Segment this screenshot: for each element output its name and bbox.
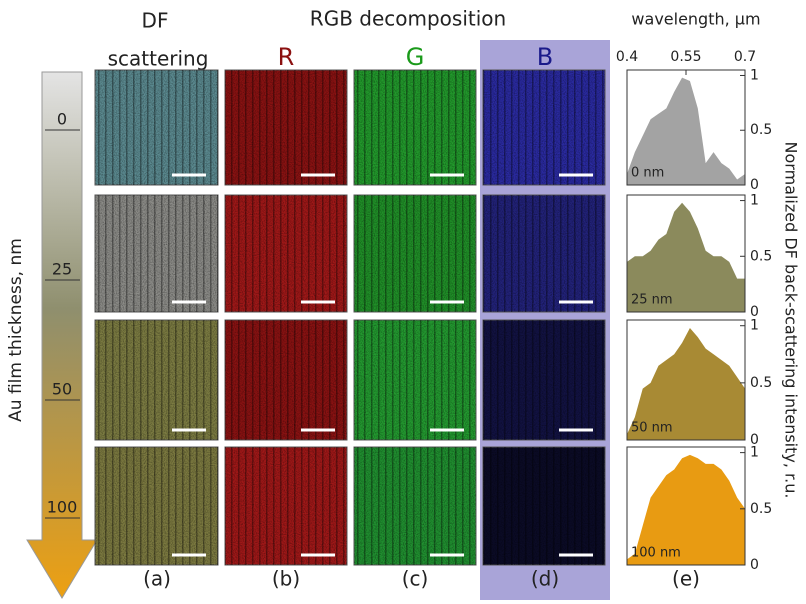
spectrum-label: 50 nm	[631, 421, 673, 436]
y-tick-label: 0.5	[750, 375, 772, 391]
spectra-ylabel: Normalized DF back-scattering intensity,…	[782, 142, 801, 499]
panel-label: (d)	[531, 567, 559, 591]
y-tick-label: 0	[750, 557, 759, 573]
x-axis-label: wavelength, μm	[631, 10, 760, 29]
y-tick-label: 1	[750, 193, 759, 209]
x-tick-label: 0.7	[734, 49, 756, 65]
y-tick-label: 0.5	[750, 122, 772, 138]
micrograph-speckle	[225, 195, 347, 312]
micrograph-speckle	[354, 447, 476, 565]
header-scattering: scattering	[108, 47, 209, 71]
micrograph-speckle	[95, 195, 218, 312]
panel-label: (e)	[672, 567, 700, 591]
y-tick-label: 1	[750, 67, 759, 83]
y-tick-label: 0.5	[750, 501, 772, 517]
y-tick-label: 0.5	[750, 248, 772, 264]
micrograph-speckle	[483, 320, 605, 440]
micrograph-speckle	[483, 195, 605, 312]
micrograph-speckle	[354, 70, 476, 185]
micrograph-speckle	[95, 447, 218, 565]
micrograph-speckle	[225, 70, 347, 185]
header-g: G	[406, 43, 425, 71]
spectrum-label: 100 nm	[631, 546, 681, 561]
x-tick-label: 0.55	[670, 49, 701, 65]
arrow-tick-label: 25	[52, 260, 72, 279]
panel-label: (b)	[272, 567, 300, 591]
micrograph-speckle	[354, 195, 476, 312]
arrow-tick-label: 100	[47, 498, 78, 517]
micrograph-speckle	[483, 447, 605, 565]
figure: DF scattering RGB decomposition R G B Au…	[0, 0, 806, 600]
arrow-label: Au film thickness, nm	[6, 238, 26, 422]
micrograph-speckle	[354, 320, 476, 440]
y-tick-label: 0	[750, 177, 759, 193]
y-tick-label: 1	[750, 318, 759, 334]
header-r: R	[278, 43, 295, 71]
y-tick-label: 1	[750, 445, 759, 461]
arrow-tick-label: 0	[57, 110, 67, 129]
panel-label: (a)	[143, 567, 171, 591]
micrograph-speckle	[95, 320, 218, 440]
header-b: B	[537, 43, 553, 71]
spectrum-label: 0 nm	[631, 166, 664, 181]
micrograph-speckle	[95, 70, 218, 185]
thickness-arrow	[27, 72, 97, 598]
micrograph-speckle	[225, 447, 347, 565]
arrow-tick-label: 50	[52, 380, 72, 399]
micrograph-speckle	[483, 70, 605, 185]
x-tick-label: 0.4	[616, 49, 638, 65]
header-rgb: RGB decomposition	[310, 7, 506, 31]
spectrum-label: 25 nm	[631, 293, 673, 308]
panel-label: (c)	[402, 567, 429, 591]
micrograph-speckle	[225, 320, 347, 440]
header-df: DF	[142, 9, 169, 33]
